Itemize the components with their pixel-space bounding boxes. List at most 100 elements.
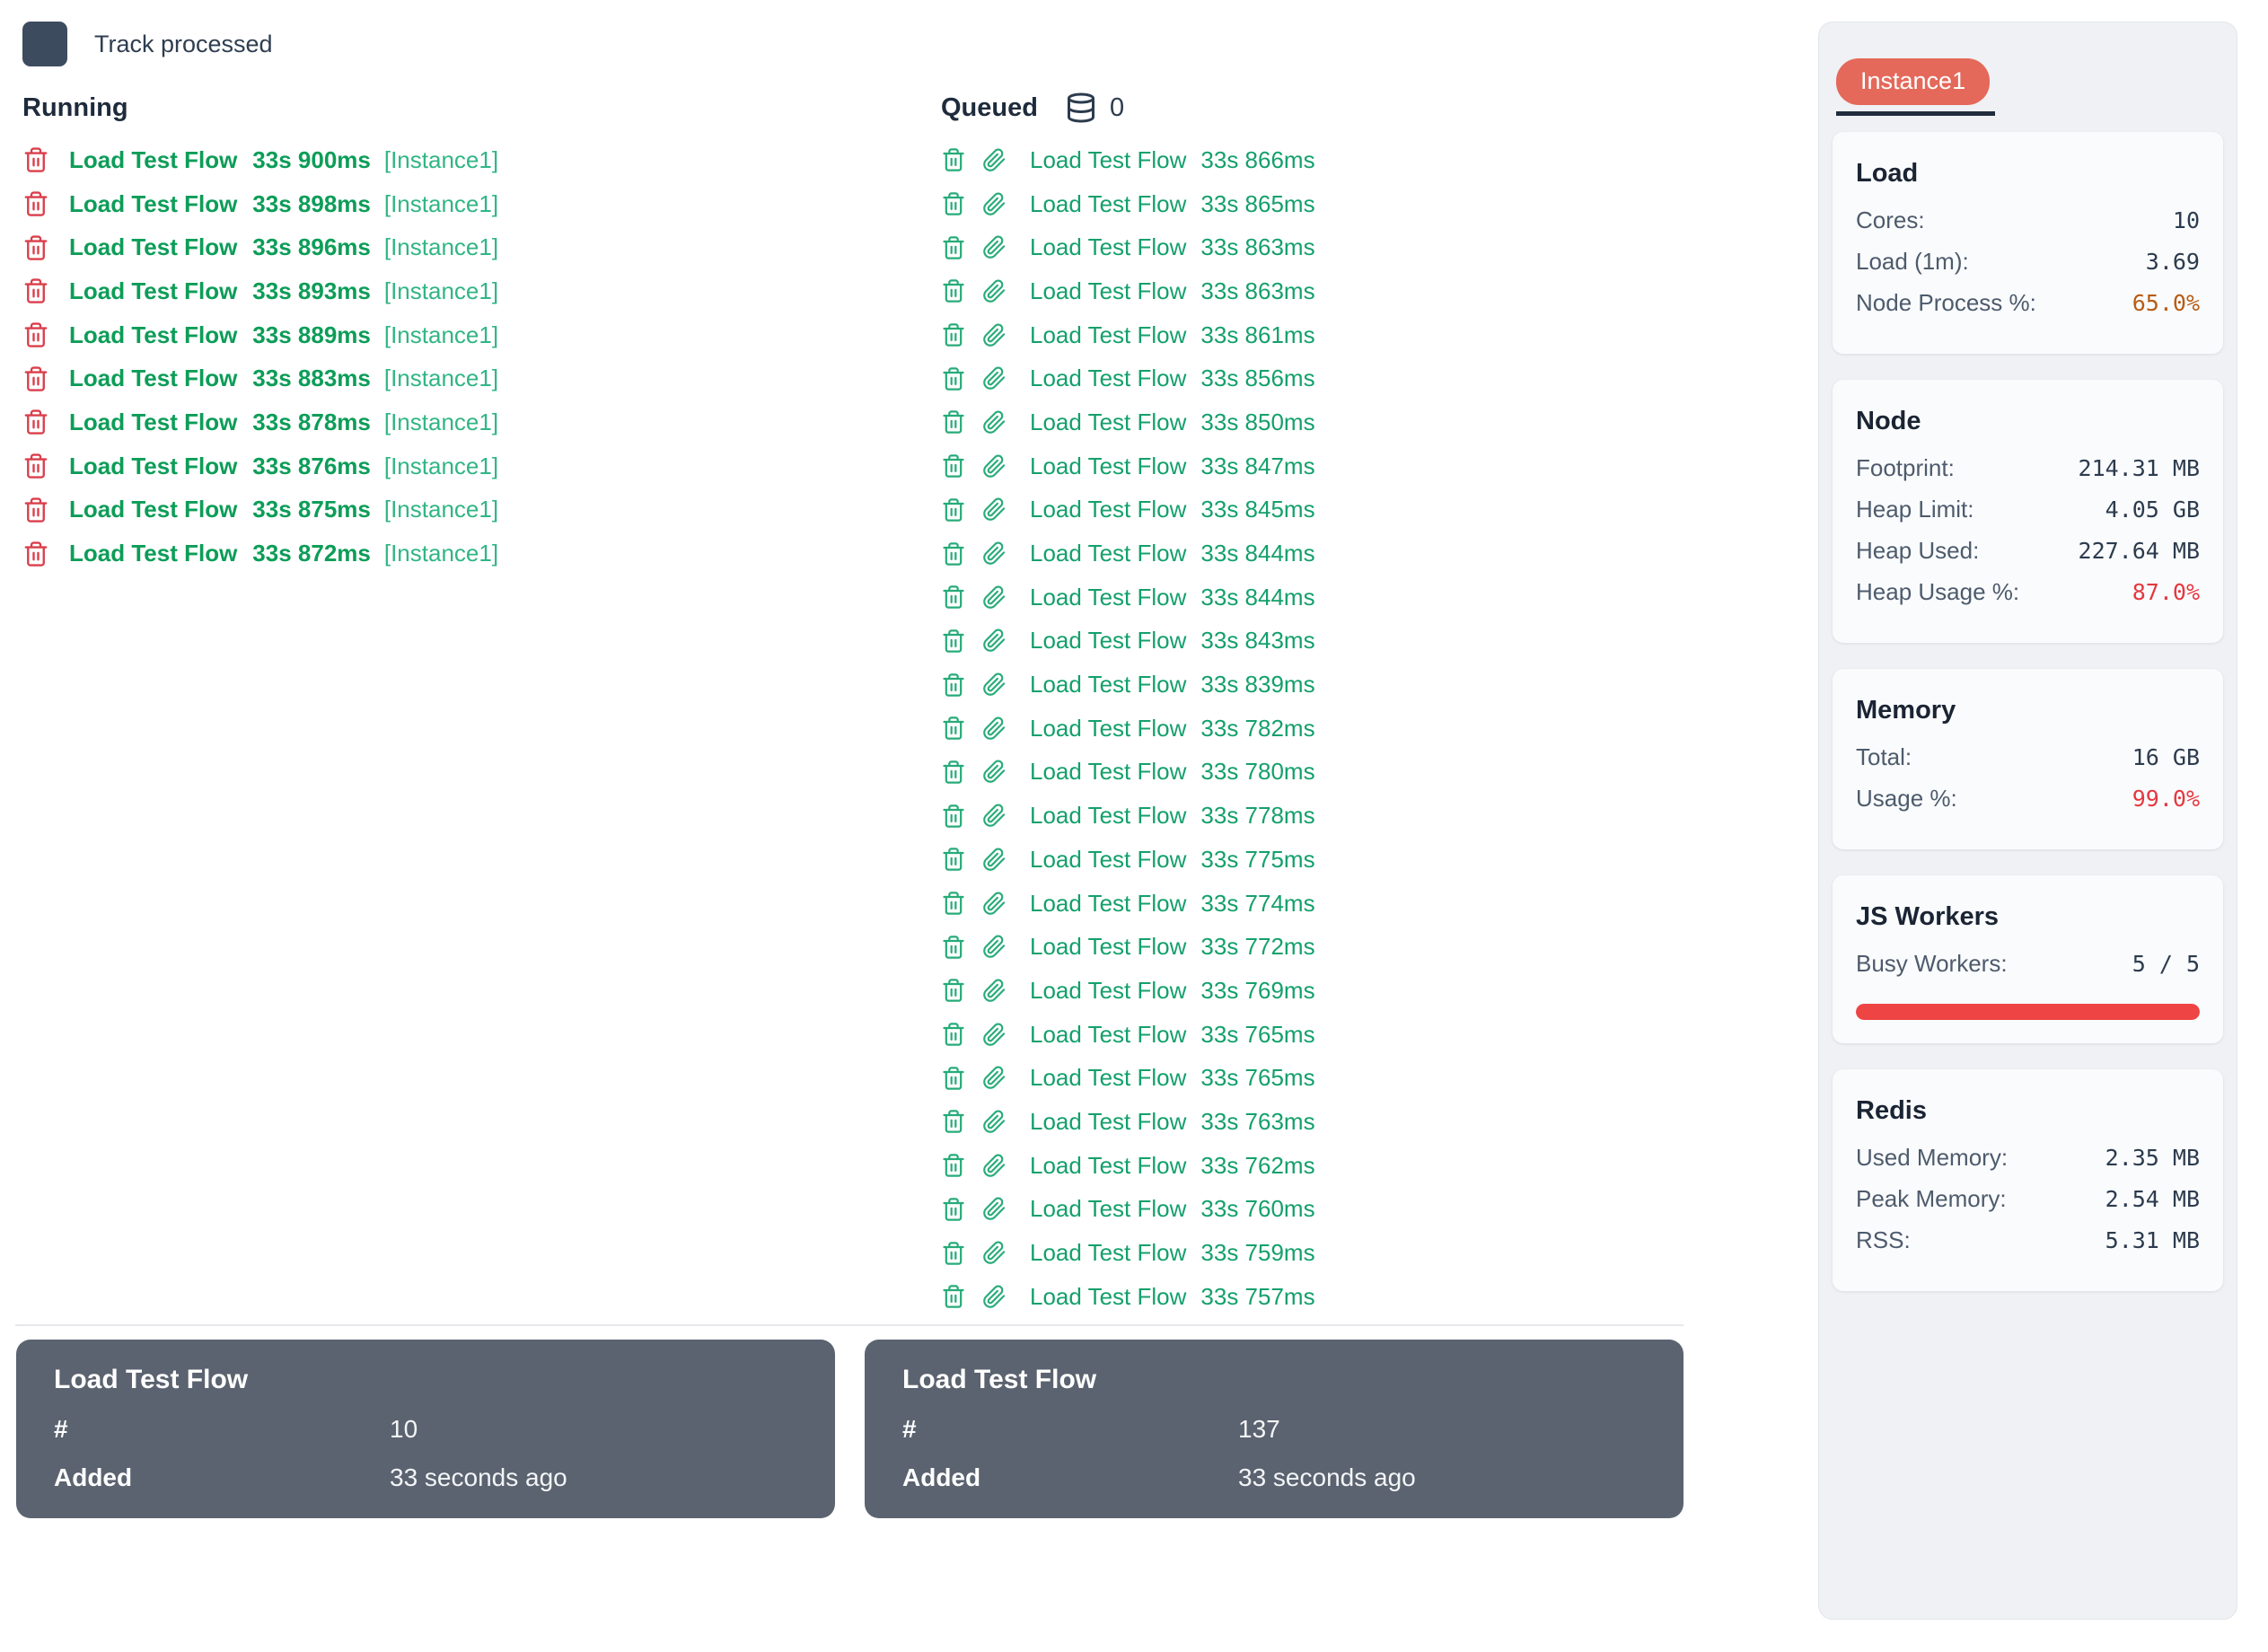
attachment-button[interactable] [982,1110,1007,1134]
queued-row: Load Test Flow 33s 850ms [941,400,1782,444]
footer-card-title: Load Test Flow [902,1365,1097,1394]
delete-job-button[interactable] [941,235,982,260]
job-name: Load Test Flow [1030,845,1187,873]
delete-job-button[interactable] [941,191,982,216]
metric-card: Memory Total: 16 GB Usage %: 99.0% [1833,669,2223,849]
attachment-button[interactable] [982,935,1007,959]
delete-job-button[interactable] [22,496,49,523]
trash-icon [941,497,966,523]
attachment-button[interactable] [982,410,1007,435]
attachment-button[interactable] [982,628,1007,653]
attachment-button[interactable] [982,1154,1007,1178]
delete-job-button[interactable] [22,146,49,173]
trash-icon [22,234,49,261]
attachment-button[interactable] [982,672,1007,697]
delete-job-button[interactable] [941,1022,982,1047]
delete-job-button[interactable] [941,409,982,435]
paperclip-icon [982,1066,1007,1090]
attachment-button[interactable] [982,1023,1007,1047]
delete-job-button[interactable] [22,540,49,567]
delete-job-button[interactable] [941,1153,982,1178]
delete-job-button[interactable] [22,277,49,304]
delete-job-button[interactable] [22,190,49,217]
instance-tab[interactable]: Instance1 [1836,58,1991,105]
delete-job-button[interactable] [941,541,982,567]
attachment-button[interactable] [982,585,1007,610]
job-name: Load Test Flow [1030,365,1187,392]
attachment-button[interactable] [982,235,1007,259]
attachment-button[interactable] [982,192,1007,216]
job-time: 33s 889ms [252,321,371,348]
paperclip-icon [982,1285,1007,1309]
attachment-button[interactable] [982,804,1007,828]
delete-job-button[interactable] [941,672,982,698]
delete-job-button[interactable] [22,365,49,392]
delete-job-button[interactable] [941,278,982,303]
delete-job-button[interactable] [941,1066,982,1091]
delete-job-button[interactable] [941,1284,982,1309]
attachment-button[interactable] [982,1066,1007,1090]
delete-job-button[interactable] [941,716,982,741]
attachment-button[interactable] [982,366,1007,391]
delete-job-button[interactable] [941,804,982,829]
running-row: Load Test Flow 33s 876ms [Instance1] [22,444,941,488]
delete-job-button[interactable] [941,1109,982,1134]
delete-job-button[interactable] [941,497,982,523]
job-time: 33s 757ms [1200,1282,1315,1310]
attachment-button[interactable] [982,497,1007,522]
attachment-button[interactable] [982,454,1007,479]
delete-job-button[interactable] [941,453,982,479]
metric-card-title: Memory [1856,696,1956,725]
attachment-button[interactable] [982,1285,1007,1309]
delete-job-button[interactable] [941,891,982,916]
metric-label: Cores: [1856,206,1925,233]
paperclip-icon [982,760,1007,784]
attachment-button[interactable] [982,1241,1007,1265]
delete-job-button[interactable] [941,584,982,610]
delete-job-button[interactable] [941,935,982,960]
delete-job-button[interactable] [941,760,982,785]
attachment-button[interactable] [982,148,1007,172]
trash-icon [22,540,49,567]
metric-card: Redis Used Memory: 2.35 MB Peak Memory: … [1833,1069,2223,1291]
metric-row: Usage %: 99.0% [1856,785,2200,826]
delete-job-button[interactable] [941,628,982,654]
delete-job-button[interactable] [941,147,982,172]
delete-job-button[interactable] [22,321,49,348]
job-name: Load Test Flow [1030,933,1187,961]
job-name: Load Test Flow [1030,889,1187,917]
metric-rows: Cores: 10 Load (1m): 3.69 Node Process %… [1856,206,2200,330]
trash-icon [941,1022,966,1047]
delete-job-button[interactable] [941,1241,982,1266]
queued-header: Queued 0 [941,92,1782,123]
delete-job-button[interactable] [941,366,982,391]
delete-job-button[interactable] [941,1197,982,1222]
attachment-button[interactable] [982,541,1007,566]
attachment-button[interactable] [982,760,1007,784]
delete-job-button[interactable] [941,847,982,872]
job-time: 33s 843ms [1200,627,1315,655]
delete-job-button[interactable] [941,322,982,347]
track-processed-control: Track processed [22,22,273,66]
delete-job-button[interactable] [22,234,49,261]
attachment-button[interactable] [982,892,1007,916]
trash-icon [941,1109,966,1134]
trash-icon [22,453,49,479]
attachment-button[interactable] [982,1197,1007,1221]
trash-icon [941,409,966,435]
job-time: 33s 778ms [1200,802,1315,830]
delete-job-button[interactable] [941,978,982,1003]
job-name: Load Test Flow [1030,1020,1187,1048]
metric-cards: Load Cores: 10 Load (1m): 3.69 Node Proc… [1833,132,2223,1291]
attachment-button[interactable] [982,323,1007,347]
attachment-button[interactable] [982,848,1007,872]
track-processed-checkbox[interactable] [22,22,67,66]
job-time: 33s 759ms [1200,1239,1315,1267]
attachment-button[interactable] [982,279,1007,303]
trash-icon [941,322,966,347]
delete-job-button[interactable] [22,453,49,479]
delete-job-button[interactable] [22,409,49,435]
queued-row: Load Test Flow 33s 765ms [941,1013,1782,1057]
attachment-button[interactable] [982,716,1007,741]
attachment-button[interactable] [982,979,1007,1003]
